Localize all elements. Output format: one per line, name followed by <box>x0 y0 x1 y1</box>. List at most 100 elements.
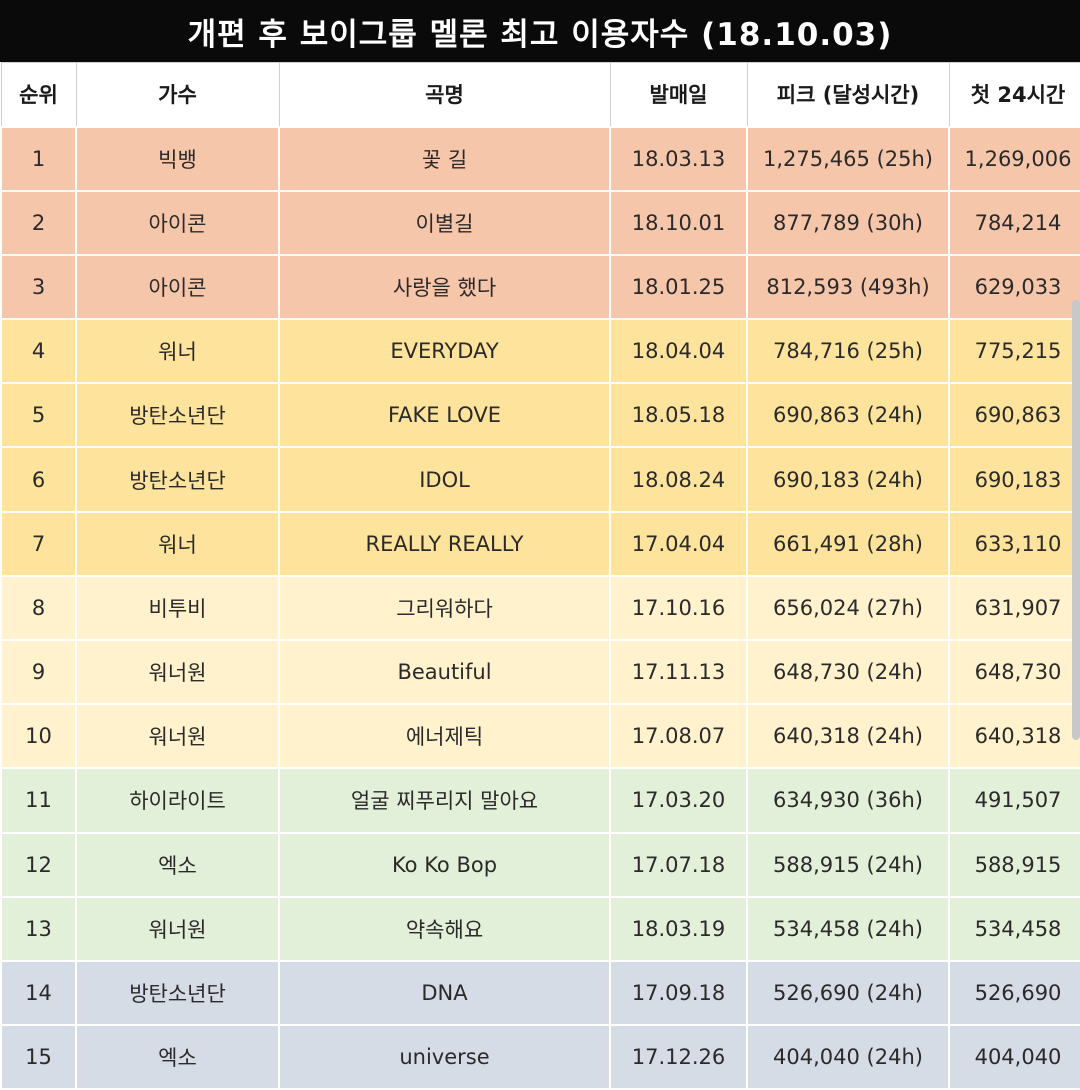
cell-release-date: 17.09.18 <box>609 959 748 1027</box>
cell-rank: 15 <box>0 1024 77 1090</box>
table-row: 12 엑소 Ko Ko Bop 17.07.18 588,915 (24h) 5… <box>0 831 1080 898</box>
cell-first-24h: 526,690 <box>948 959 1080 1027</box>
cell-rank: 7 <box>0 510 77 577</box>
cell-rank: 6 <box>0 446 77 513</box>
cell-first-24h: 648,730 <box>948 638 1080 706</box>
cell-artist: 엑소 <box>75 831 280 898</box>
cell-artist: 방탄소년단 <box>75 446 280 513</box>
table-row: 7 워너 REALLY REALLY 17.04.04 661,491 (28h… <box>0 510 1080 577</box>
cell-release-date: 18.01.25 <box>609 253 748 321</box>
cell-first-24h: 404,040 <box>948 1024 1080 1090</box>
table-row: 13 워너원 약속해요 18.03.19 534,458 (24h) 534,4… <box>0 895 1080 962</box>
cell-peak: 526,690 (24h) <box>746 959 950 1027</box>
cell-song: 사랑을 했다 <box>278 253 611 321</box>
header-rank: 순위 <box>0 62 77 127</box>
cell-release-date: 17.03.20 <box>609 767 748 834</box>
cell-peak: 1,275,465 (25h) <box>746 125 950 192</box>
cell-rank: 10 <box>0 703 77 770</box>
cell-peak: 661,491 (28h) <box>746 510 950 577</box>
cell-release-date: 18.08.24 <box>609 446 748 513</box>
cell-song: 약속해요 <box>278 895 611 962</box>
cell-release-date: 18.04.04 <box>609 318 748 385</box>
cell-artist: 비투비 <box>75 574 280 642</box>
cell-release-date: 17.08.07 <box>609 703 748 770</box>
cell-artist: 하이라이트 <box>75 767 280 834</box>
cell-song: REALLY REALLY <box>278 510 611 577</box>
header-peak: 피크 (달성시간) <box>746 62 950 127</box>
cell-rank: 4 <box>0 318 77 385</box>
cell-release-date: 18.03.19 <box>609 895 748 962</box>
cell-first-24h: 690,863 <box>948 382 1080 449</box>
cell-peak: 690,863 (24h) <box>746 382 950 449</box>
cell-peak: 640,318 (24h) <box>746 703 950 770</box>
cell-song: universe <box>278 1024 611 1090</box>
cell-song: DNA <box>278 959 611 1027</box>
header-first-24h: 첫 24시간 <box>948 62 1080 127</box>
cell-release-date: 17.12.26 <box>609 1024 748 1090</box>
cell-peak: 877,789 (30h) <box>746 189 950 256</box>
cell-first-24h: 491,507 <box>948 767 1080 834</box>
table-row: 6 방탄소년단 IDOL 18.08.24 690,183 (24h) 690,… <box>0 446 1080 513</box>
cell-artist: 워너원 <box>75 638 280 706</box>
cell-first-24h: 633,110 <box>948 510 1080 577</box>
cell-peak: 812,593 (493h) <box>746 253 950 321</box>
scrollbar[interactable] <box>1072 300 1080 740</box>
cell-first-24h: 640,318 <box>948 703 1080 770</box>
cell-artist: 아이콘 <box>75 253 280 321</box>
cell-release-date: 18.03.13 <box>609 125 748 192</box>
table-row: 15 엑소 universe 17.12.26 404,040 (24h) 40… <box>0 1024 1080 1090</box>
cell-artist: 워너원 <box>75 895 280 962</box>
page-title: 개편 후 보이그룹 멜론 최고 이용자수 (18.10.03) <box>0 0 1080 62</box>
cell-rank: 3 <box>0 253 77 321</box>
cell-artist: 빅뱅 <box>75 125 280 192</box>
cell-peak: 656,024 (27h) <box>746 574 950 642</box>
cell-song: 에너제틱 <box>278 703 611 770</box>
cell-peak: 634,930 (36h) <box>746 767 950 834</box>
cell-song: FAKE LOVE <box>278 382 611 449</box>
cell-rank: 5 <box>0 382 77 449</box>
cell-rank: 2 <box>0 189 77 256</box>
cell-first-24h: 784,214 <box>948 189 1080 256</box>
cell-first-24h: 629,033 <box>948 253 1080 321</box>
cell-rank: 14 <box>0 959 77 1027</box>
header-song: 곡명 <box>278 62 611 127</box>
ranking-table: 순위 가수 곡명 발매일 피크 (달성시간) 첫 24시간 1 빅뱅 꽃 길 1… <box>0 62 1080 1090</box>
cell-song: Beautiful <box>278 638 611 706</box>
cell-peak: 784,716 (25h) <box>746 318 950 385</box>
header-artist: 가수 <box>75 62 280 127</box>
cell-release-date: 17.07.18 <box>609 831 748 898</box>
cell-rank: 12 <box>0 831 77 898</box>
cell-rank: 13 <box>0 895 77 962</box>
cell-song: 얼굴 찌푸리지 말아요 <box>278 767 611 834</box>
table-row: 9 워너원 Beautiful 17.11.13 648,730 (24h) 6… <box>0 638 1080 706</box>
table-row: 10 워너원 에너제틱 17.08.07 640,318 (24h) 640,3… <box>0 703 1080 770</box>
cell-first-24h: 690,183 <box>948 446 1080 513</box>
table-row: 1 빅뱅 꽃 길 18.03.13 1,275,465 (25h) 1,269,… <box>0 125 1080 192</box>
cell-peak: 404,040 (24h) <box>746 1024 950 1090</box>
table-row: 2 아이콘 이별길 18.10.01 877,789 (30h) 784,214 <box>0 189 1080 256</box>
cell-artist: 아이콘 <box>75 189 280 256</box>
cell-rank: 11 <box>0 767 77 834</box>
cell-rank: 8 <box>0 574 77 642</box>
cell-peak: 534,458 (24h) <box>746 895 950 962</box>
cell-song: IDOL <box>278 446 611 513</box>
cell-peak: 588,915 (24h) <box>746 831 950 898</box>
cell-artist: 워너 <box>75 510 280 577</box>
cell-song: 이별길 <box>278 189 611 256</box>
table-header-row: 순위 가수 곡명 발매일 피크 (달성시간) 첫 24시간 <box>0 62 1080 127</box>
cell-song: 꽃 길 <box>278 125 611 192</box>
cell-first-24h: 534,458 <box>948 895 1080 962</box>
cell-release-date: 17.10.16 <box>609 574 748 642</box>
cell-release-date: 18.05.18 <box>609 382 748 449</box>
table-row: 3 아이콘 사랑을 했다 18.01.25 812,593 (493h) 629… <box>0 253 1080 321</box>
table-row: 8 비투비 그리워하다 17.10.16 656,024 (27h) 631,9… <box>0 574 1080 642</box>
cell-song: EVERYDAY <box>278 318 611 385</box>
cell-first-24h: 775,215 <box>948 318 1080 385</box>
cell-rank: 9 <box>0 638 77 706</box>
cell-artist: 방탄소년단 <box>75 959 280 1027</box>
cell-release-date: 18.10.01 <box>609 189 748 256</box>
table-row: 14 방탄소년단 DNA 17.09.18 526,690 (24h) 526,… <box>0 959 1080 1027</box>
cell-first-24h: 631,907 <box>948 574 1080 642</box>
table-row: 5 방탄소년단 FAKE LOVE 18.05.18 690,863 (24h)… <box>0 382 1080 449</box>
cell-first-24h: 588,915 <box>948 831 1080 898</box>
